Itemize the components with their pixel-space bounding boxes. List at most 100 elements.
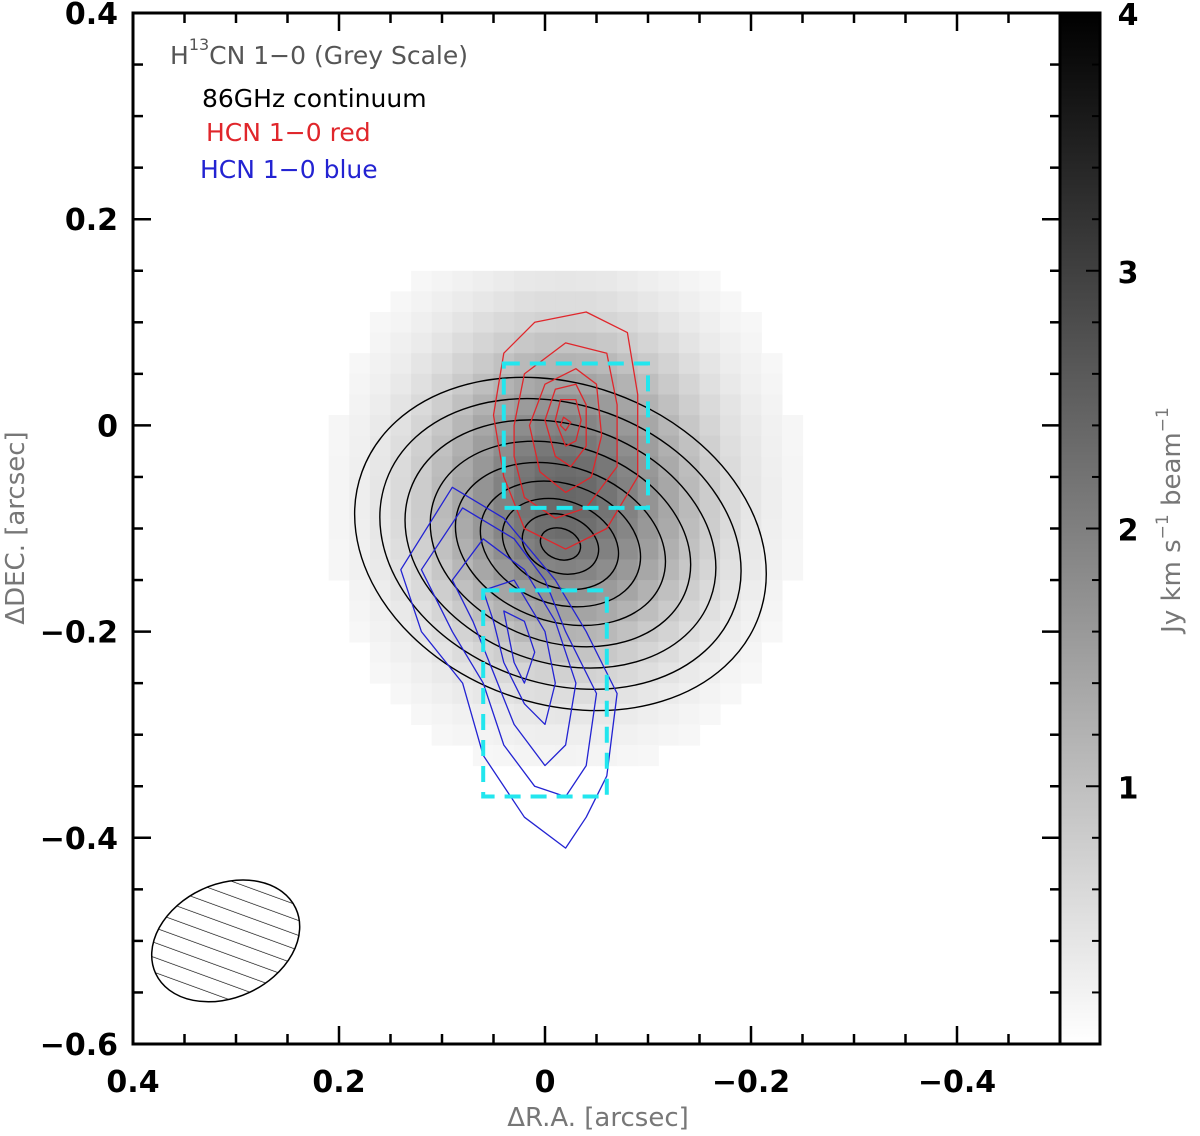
heatmap-pixel — [514, 476, 536, 499]
heatmap-pixel — [369, 353, 392, 375]
heatmap-pixel — [596, 332, 618, 354]
heatmap-pixel — [369, 373, 392, 396]
heatmap-pixel — [328, 538, 350, 560]
heatmap-pixel — [431, 476, 453, 499]
heatmap-pixel — [740, 456, 762, 478]
heatmap-pixel — [472, 456, 495, 478]
heatmap-pixel — [369, 394, 392, 416]
heatmap-pixel — [328, 559, 350, 581]
hcn-blue-contour-4 — [482, 579, 556, 726]
heatmap-pixel — [390, 600, 412, 622]
heatmap-pixel — [349, 456, 371, 478]
heatmap-pixel — [699, 415, 721, 437]
continuum-contour-8 — [521, 513, 600, 575]
heatmap-pixel — [472, 394, 495, 416]
heatmap-pixel — [720, 456, 742, 478]
heatmap-pixel — [658, 353, 680, 375]
heatmap-pixel — [699, 270, 721, 292]
hcn-blue-contour-5 — [503, 610, 536, 684]
greyscale-map — [328, 270, 804, 767]
heatmap-pixel — [596, 415, 618, 437]
heatmap-pixel — [452, 580, 474, 602]
heatmap-pixel — [452, 291, 474, 313]
heatmap-pixel — [740, 641, 762, 664]
heatmap-pixel — [781, 476, 804, 499]
heatmap-pixel — [720, 332, 742, 354]
heatmap-pixel — [431, 291, 453, 313]
heatmap-pixel — [617, 312, 639, 334]
heatmap-pixel — [637, 559, 659, 581]
heatmap-pixel — [781, 538, 804, 560]
heatmap-pixel — [349, 435, 371, 457]
heatmap-pixel — [452, 724, 474, 746]
heatmap-pixel — [740, 435, 762, 457]
heatmap-pixel — [555, 291, 577, 313]
heatmap-pixel — [720, 415, 742, 437]
heatmap-pixel — [678, 600, 701, 622]
heatmap-pixel — [431, 518, 453, 540]
heatmap-pixel — [761, 415, 783, 437]
heatmap-pixel — [761, 538, 783, 560]
heatmap-pixel — [617, 270, 639, 292]
heatmap-pixel — [349, 559, 371, 581]
heatmap-pixel — [596, 435, 618, 457]
heatmap-pixel — [555, 373, 577, 396]
heatmap-pixel — [575, 703, 598, 725]
heatmap-pixel — [740, 415, 762, 437]
heatmap-pixel — [637, 270, 659, 292]
hcn-blue-contour-2 — [420, 507, 598, 798]
heatmap-pixel — [431, 641, 453, 664]
heatmap-pixel — [740, 600, 762, 622]
heatmap-pixel — [452, 415, 474, 437]
heatmap-pixel — [349, 497, 371, 519]
heatmap-pixel — [534, 291, 556, 313]
heatmap-pixel — [514, 270, 536, 292]
heatmap-pixel — [637, 435, 659, 457]
heatmap-pixel — [658, 621, 680, 643]
heatmap-pixel — [596, 476, 618, 499]
heatmap-pixel — [390, 312, 412, 334]
heatmap-pixel — [411, 312, 433, 334]
heatmap-pixel — [637, 724, 659, 746]
heatmap-pixel — [658, 662, 680, 684]
heatmap-pixel — [411, 580, 433, 602]
colorbar-tick-label: 3 — [1118, 256, 1139, 291]
heatmap-pixel — [658, 580, 680, 602]
heatmap-pixel — [720, 580, 742, 602]
heatmap-pixel — [534, 332, 556, 354]
heatmap-pixel — [349, 580, 371, 602]
heatmap-pixel — [472, 291, 495, 313]
heatmap-pixel — [369, 600, 392, 622]
heatmap-pixel — [575, 291, 598, 313]
heatmap-pixel — [555, 724, 577, 746]
heatmap-pixel — [493, 559, 515, 581]
heatmap-pixel — [637, 745, 659, 767]
heatmap-pixel — [761, 559, 783, 581]
heatmap-pixel — [617, 580, 639, 602]
heatmap-pixel — [617, 724, 639, 746]
heatmap-pixel — [369, 662, 392, 684]
x-tick-label: −0.4 — [918, 1065, 996, 1100]
heatmap-pixel — [431, 559, 453, 581]
heatmap-pixel — [761, 456, 783, 478]
heatmap-pixel — [699, 662, 721, 684]
heatmap-pixel — [472, 373, 495, 396]
heatmap-pixel — [390, 332, 412, 354]
heatmap-pixel — [658, 518, 680, 540]
heatmap-pixel — [575, 270, 598, 292]
heatmap-pixel — [699, 497, 721, 519]
heatmap-pixel — [617, 435, 639, 457]
continuum-contour-4 — [429, 440, 692, 648]
heatmap-pixel — [637, 641, 659, 664]
heatmap-pixel — [658, 394, 680, 416]
heatmap-pixel — [699, 683, 721, 705]
heatmap-pixel — [369, 580, 392, 602]
heatmap-pixel — [740, 312, 762, 334]
heatmap-pixel — [658, 291, 680, 313]
heatmap-pixel — [493, 291, 515, 313]
heatmap-pixel — [328, 518, 350, 540]
heatmap-pixel — [534, 270, 556, 292]
heatmap-pixel — [328, 415, 350, 437]
heatmap-pixel — [534, 724, 556, 746]
heatmap-pixel — [411, 373, 433, 396]
